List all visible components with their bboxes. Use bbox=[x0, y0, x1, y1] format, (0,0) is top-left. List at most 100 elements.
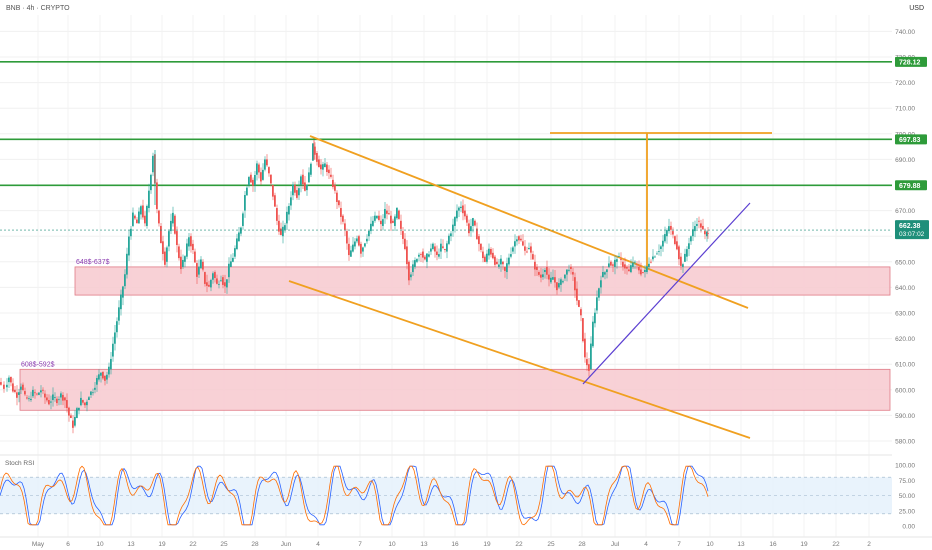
candle bbox=[90, 390, 92, 399]
candle-body bbox=[546, 266, 548, 275]
time-tick-label: Jul bbox=[611, 541, 620, 548]
candle bbox=[446, 240, 448, 259]
candle bbox=[550, 271, 552, 285]
candle bbox=[416, 258, 418, 264]
candle bbox=[420, 252, 422, 262]
candle-body bbox=[244, 195, 246, 211]
candle bbox=[228, 257, 230, 283]
candle-body bbox=[170, 220, 172, 232]
candle bbox=[330, 167, 332, 179]
candle bbox=[702, 218, 704, 230]
price-tick-label: 640.00 bbox=[895, 285, 915, 292]
candle-body bbox=[404, 238, 406, 250]
candle bbox=[576, 281, 578, 306]
candle bbox=[24, 387, 26, 397]
candle-body bbox=[424, 256, 426, 260]
candle bbox=[310, 162, 312, 178]
time-tick-label: 16 bbox=[769, 541, 777, 548]
candle-body bbox=[14, 389, 16, 392]
candle-body bbox=[300, 176, 302, 185]
candle-body bbox=[228, 263, 230, 278]
candle-body bbox=[632, 262, 634, 267]
candle-body bbox=[110, 358, 112, 370]
candle-body bbox=[248, 177, 250, 185]
candle bbox=[566, 269, 568, 282]
candle-body bbox=[552, 277, 554, 280]
candle bbox=[480, 243, 482, 253]
candle bbox=[68, 406, 70, 422]
candle-body bbox=[458, 207, 460, 211]
candle bbox=[646, 265, 648, 275]
candle bbox=[700, 219, 702, 233]
candle bbox=[82, 399, 84, 405]
candle-body bbox=[262, 169, 264, 180]
candle-body bbox=[520, 238, 522, 241]
candle-body bbox=[90, 391, 92, 395]
candle-body bbox=[620, 259, 622, 261]
candle-body bbox=[540, 274, 542, 278]
candle-body bbox=[12, 383, 14, 392]
candle bbox=[94, 382, 96, 394]
candle-body bbox=[682, 264, 684, 267]
candle bbox=[642, 271, 644, 274]
candle-body bbox=[444, 249, 446, 250]
candle bbox=[602, 265, 604, 278]
candle-body bbox=[88, 397, 90, 401]
candle bbox=[258, 162, 260, 179]
candle-body bbox=[210, 279, 212, 288]
candle bbox=[584, 332, 586, 363]
candle bbox=[156, 178, 158, 214]
candle bbox=[224, 274, 226, 294]
candle-body bbox=[94, 387, 96, 390]
candle-body bbox=[82, 400, 84, 403]
ascending-support-line bbox=[582, 202, 751, 385]
time-tick-label: 22 bbox=[515, 541, 523, 548]
zone-label: 608$-592$ bbox=[21, 361, 55, 368]
candle-body bbox=[328, 169, 330, 174]
candle-body bbox=[624, 264, 626, 269]
candle bbox=[162, 235, 164, 261]
price-tick-label: 610.00 bbox=[895, 362, 915, 369]
candle bbox=[184, 255, 186, 268]
candle bbox=[74, 410, 76, 428]
candle bbox=[406, 240, 408, 270]
candle-body bbox=[644, 269, 646, 273]
price-tick-label: 740.00 bbox=[895, 29, 915, 36]
candle bbox=[394, 214, 396, 232]
candle-body bbox=[648, 263, 650, 267]
candle bbox=[356, 235, 358, 244]
candle bbox=[500, 255, 502, 272]
candle-body bbox=[358, 236, 360, 246]
candle-body bbox=[400, 220, 402, 229]
time-tick-label: 13 bbox=[127, 541, 135, 548]
candle-body bbox=[212, 273, 214, 280]
candle bbox=[706, 230, 708, 242]
candle-body bbox=[108, 366, 110, 375]
price-marker-label: 728.12 bbox=[899, 59, 921, 66]
candle-body bbox=[678, 246, 680, 260]
candle-body bbox=[376, 215, 378, 219]
candle-body bbox=[238, 232, 240, 242]
candle-body bbox=[280, 228, 282, 235]
candle-body bbox=[208, 284, 210, 287]
candle bbox=[610, 260, 612, 266]
candle bbox=[104, 375, 106, 386]
candle-body bbox=[60, 393, 62, 398]
candle-body bbox=[78, 407, 80, 411]
candle-body bbox=[560, 279, 562, 285]
candle bbox=[696, 218, 698, 230]
candle-body bbox=[524, 246, 526, 251]
candle-body bbox=[340, 208, 342, 217]
candle-body bbox=[382, 219, 384, 226]
candle bbox=[64, 396, 66, 409]
candle bbox=[432, 242, 434, 251]
candle-body bbox=[468, 223, 470, 234]
candle bbox=[78, 407, 80, 415]
candle bbox=[32, 386, 34, 399]
candle bbox=[284, 222, 286, 233]
candle-body bbox=[240, 227, 242, 234]
candle bbox=[234, 245, 236, 259]
candle-body bbox=[672, 231, 674, 235]
candle-body bbox=[284, 225, 286, 230]
